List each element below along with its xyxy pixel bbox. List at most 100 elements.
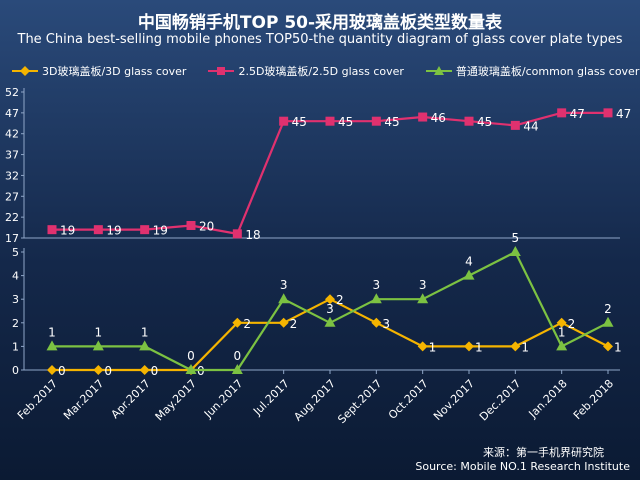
series-1-point — [557, 108, 567, 118]
series-1-data-label: 18 — [245, 228, 260, 242]
series-2-point — [509, 246, 521, 256]
series-2-point — [324, 316, 336, 327]
series-2-data-label: 1 — [95, 325, 103, 339]
series-1-data-label: 19 — [106, 224, 121, 238]
x-tick-label: Feb.2018 — [571, 377, 616, 422]
legend-marker-2-5d-square — [208, 67, 235, 75]
series-2-point — [370, 293, 382, 304]
series-1-point — [510, 120, 520, 130]
x-tick-label: Jan.2018 — [526, 377, 570, 421]
series-2-point — [231, 364, 243, 374]
series-0-data-label: 2 — [290, 317, 298, 331]
series-1-point — [93, 225, 103, 235]
source-en: Source: Mobile NO.1 Research Institute — [415, 460, 630, 473]
chart-title: 中国畅销手机TOP 50-采用玻璃盖板类型数量表 — [137, 13, 503, 33]
legend-label-common: 普通玻璃盖板/common glass cover — [455, 65, 640, 78]
x-tick-label: Feb.2017 — [15, 377, 60, 422]
series-2-data-label: 1 — [48, 325, 56, 339]
series-0-data-label: 2 — [243, 317, 251, 331]
series-2-point — [278, 293, 290, 304]
series-0-data-label: 0 — [151, 364, 159, 378]
series-2-data-label: 1 — [141, 325, 149, 339]
series-0-point — [371, 317, 382, 328]
upper-y-tick-label: 42 — [5, 128, 19, 141]
series-1-point — [186, 220, 196, 230]
series-0-point — [278, 317, 289, 328]
series-0-point — [93, 365, 104, 375]
series-2-data-label: 3 — [280, 278, 288, 292]
lower-y-tick-label: 4 — [12, 270, 19, 283]
series-1-point — [371, 116, 381, 126]
series-2-point — [463, 269, 475, 280]
legend-entry-common: 普通玻璃盖板/common glass cover — [425, 63, 640, 79]
series-0-point — [232, 317, 243, 328]
series-1-point — [325, 116, 335, 126]
series-0-data-label: 3 — [382, 317, 390, 331]
lower-y-tick-label: 3 — [12, 293, 19, 306]
series-2-point — [139, 340, 151, 351]
series-2-point — [185, 364, 197, 374]
series-1-point — [418, 112, 428, 122]
series-2-data-label: 0 — [187, 349, 195, 363]
series-2-data-label: 3 — [326, 302, 334, 316]
series-2-point — [46, 340, 58, 351]
x-tick-label: Aug.2017 — [291, 377, 338, 424]
series-0-data-label: 2 — [336, 293, 344, 307]
series-2-data-label: 0 — [234, 349, 242, 363]
series-1-point — [47, 225, 57, 235]
x-tick-label: Sept.2017 — [335, 377, 384, 426]
series-0-point — [464, 341, 474, 352]
legend-label-2-5d: 2.5D玻璃盖板/2.5D glass cover — [238, 65, 404, 78]
series-0-data-label: 2 — [568, 317, 576, 331]
upper-y-tick-label: 47 — [5, 107, 19, 120]
x-tick-label: Jun.2017 — [201, 377, 245, 421]
lower-y-tick-label: 1 — [12, 340, 19, 353]
series-1-data-label: 47 — [616, 107, 631, 121]
series-2-point — [556, 340, 568, 351]
series-0-point — [417, 341, 428, 352]
series-0-point — [325, 294, 335, 305]
series-2-data-label: 1 — [558, 325, 566, 339]
series-1-point — [279, 116, 289, 126]
series-1-data-label: 20 — [199, 219, 214, 233]
chart-subtitle: The China best-selling mobile phones TOP… — [17, 32, 623, 47]
series-2-point — [602, 316, 614, 327]
series-1-point — [232, 229, 242, 239]
series-1-data-label: 45 — [338, 115, 353, 129]
x-tick-label: Dec.2017 — [477, 377, 524, 424]
x-tick-label: Jul.2017 — [250, 377, 292, 419]
series-1-data-label: 45 — [477, 115, 492, 129]
upper-y-tick-label: 32 — [5, 169, 19, 182]
upper-y-tick-label: 27 — [5, 190, 19, 203]
series-2-data-label: 2 — [604, 302, 612, 316]
series-0-data-label: 1 — [429, 340, 437, 354]
series-0-data-label: 0 — [104, 364, 112, 378]
series-2-data-label: 3 — [419, 278, 427, 292]
series-1-point — [603, 108, 613, 118]
series-0-point — [47, 365, 57, 375]
x-tick-label: Mar.2017 — [61, 377, 106, 422]
series-1-data-label: 47 — [570, 107, 585, 121]
legend-marker-3d-diamond — [12, 66, 38, 76]
series-2-point — [417, 293, 429, 304]
series-1-data-label: 46 — [431, 111, 446, 125]
legend-label-3d: 3D玻璃盖板/3D glass cover — [42, 65, 187, 78]
series-1-data-label: 19 — [60, 224, 75, 238]
series-0-point — [556, 317, 567, 328]
series-0-point — [139, 365, 150, 375]
series-1-data-label: 45 — [384, 115, 399, 129]
lower-y-tick-label: 0 — [12, 364, 19, 377]
source-cn: 来源：第一手机界研究院 — [483, 446, 604, 459]
series-2-data-label: 3 — [373, 278, 381, 292]
series-0-data-label: 1 — [475, 340, 483, 354]
series-0-point — [510, 341, 521, 352]
series-1-data-label: 45 — [292, 115, 307, 129]
lower-y-tick-label: 5 — [12, 246, 19, 259]
series-1-point — [140, 225, 150, 235]
x-tick-label: Oct.2017 — [386, 377, 431, 422]
x-tick-label: Apr.2017 — [109, 377, 153, 421]
upper-y-tick-label: 22 — [5, 211, 19, 224]
series-1-point — [464, 116, 474, 126]
